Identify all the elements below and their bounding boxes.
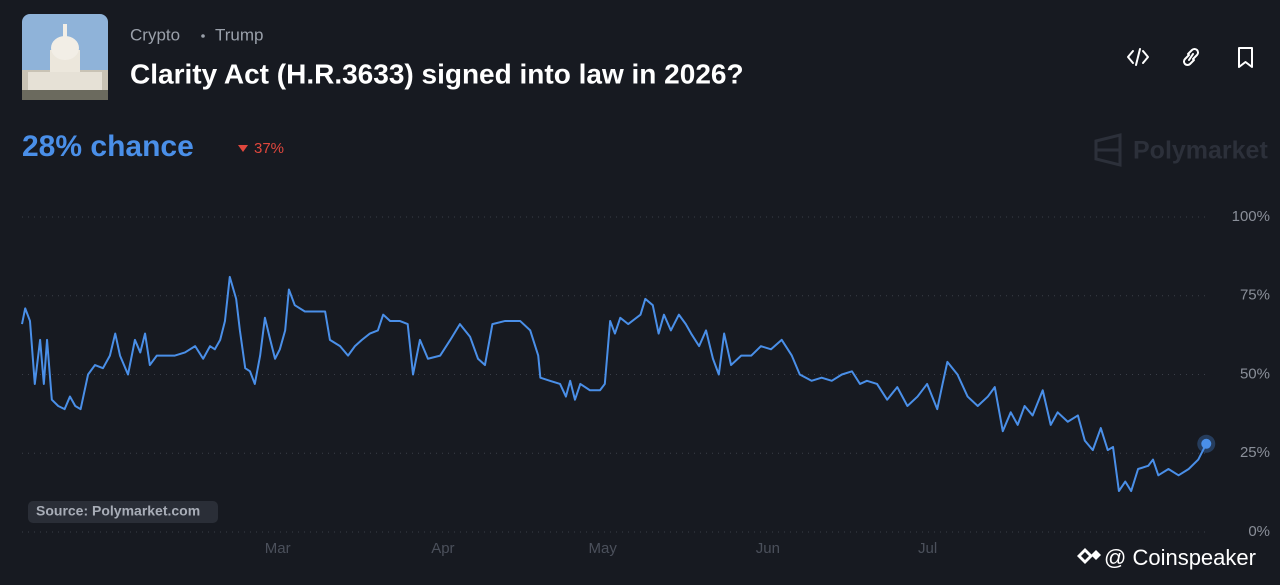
x-tick-label: Jun — [756, 540, 780, 557]
brand-logo — [1094, 133, 1122, 167]
market-title: Clarity Act (H.R.3633) signed into law i… — [130, 58, 744, 89]
y-tick-label: 75% — [1240, 287, 1270, 304]
y-tick-label: 50% — [1240, 365, 1270, 382]
source: Source: Polymarket.com — [36, 503, 200, 519]
y-tick-label: 100% — [1232, 208, 1270, 225]
current-point — [1201, 438, 1212, 449]
bookmark-button[interactable] — [1238, 47, 1253, 68]
y-tick-label: 0% — [1248, 523, 1270, 540]
price-line — [21, 275, 1208, 493]
breadcrumb-separator — [201, 34, 205, 38]
embed-button[interactable] — [1127, 48, 1149, 66]
brand: Polymarket — [1133, 137, 1268, 165]
breadcrumb[interactable]: Trump — [215, 25, 264, 44]
link-button[interactable] — [1182, 47, 1200, 67]
x-tick-label: Mar — [265, 540, 291, 557]
plot-area: 0% 25% 50% 75% 100% Mar Apr May Jun Jul — [21, 208, 1270, 557]
change: 37% — [254, 140, 284, 157]
change-icon — [238, 145, 248, 152]
market-image — [22, 14, 108, 100]
y-tick-label: 25% — [1240, 444, 1270, 461]
x-tick-label: May — [589, 540, 618, 557]
watermark: @ Coinspeaker — [1104, 545, 1256, 570]
source-badge — [28, 501, 218, 523]
breadcrumb[interactable]: Crypto — [130, 25, 180, 44]
watermark-logo — [1077, 548, 1101, 564]
chance: 28% chance — [22, 130, 194, 163]
x-tick-label: Apr — [431, 540, 454, 557]
x-tick-label: Jul — [918, 540, 937, 557]
